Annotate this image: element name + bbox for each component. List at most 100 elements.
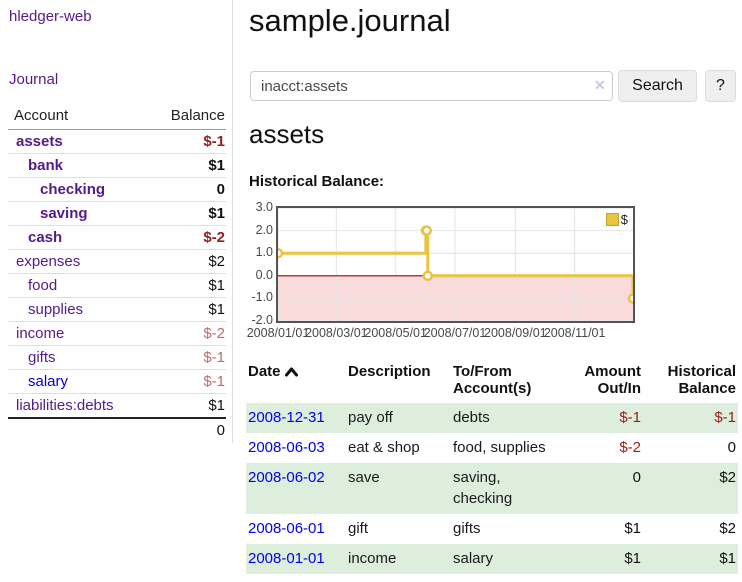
account-balance: $1 bbox=[145, 201, 226, 226]
x-axis-tick-label: 2008/03/01 bbox=[305, 326, 368, 340]
transaction-date-link[interactable]: 2008-12-31 bbox=[248, 409, 325, 426]
account-row: income $-2 bbox=[8, 321, 226, 346]
transaction-accounts: saving, checking bbox=[451, 462, 576, 514]
transaction-historical-balance: $1 bbox=[643, 543, 738, 574]
search-input[interactable] bbox=[250, 71, 613, 101]
account-link[interactable]: cash bbox=[28, 229, 63, 246]
account-balance: $-1 bbox=[145, 345, 226, 370]
account-link[interactable]: supplies bbox=[28, 301, 84, 318]
account-link[interactable]: assets bbox=[16, 133, 63, 150]
transaction-description: eat & shop bbox=[348, 438, 420, 456]
transaction-description: income bbox=[346, 543, 451, 574]
y-axis-tick-label: 3.0 bbox=[255, 200, 273, 214]
account-heading: assets bbox=[249, 119, 325, 149]
account-balance: $-1 bbox=[145, 369, 226, 394]
transaction-historical-balance: $2 bbox=[719, 520, 736, 537]
accounts-column-header-xactions: To/From Account(s) bbox=[453, 363, 532, 397]
accounts-total-row: 0 bbox=[8, 417, 226, 442]
chevron-up-icon bbox=[284, 364, 298, 381]
transaction-date-link[interactable]: 2008-06-03 bbox=[248, 438, 325, 456]
transaction-accounts: food, supplies bbox=[453, 438, 546, 456]
clear-search-icon[interactable]: ✕ bbox=[594, 77, 606, 93]
account-row: supplies $1 bbox=[8, 297, 226, 322]
transaction-row: 2008-01-01 income salary $1 $1 bbox=[246, 543, 738, 574]
account-link[interactable]: food bbox=[28, 277, 58, 294]
accounts-balance-table: Account Balance assets $-1 bank $1 checking 0… bbox=[8, 104, 226, 442]
transaction-amount: 0 bbox=[576, 462, 643, 514]
y-axis-tick-label: -1.0 bbox=[251, 290, 273, 305]
legend-swatch-icon bbox=[605, 213, 619, 226]
account-row: food $1 bbox=[8, 273, 226, 298]
account-row: saving $1 bbox=[8, 201, 226, 226]
transaction-row: 2008-06-02 save saving, checking 0 $2 bbox=[246, 462, 738, 514]
x-axis-tick-label: 2008/01/01 bbox=[246, 326, 310, 340]
transaction-accounts: gifts bbox=[453, 520, 481, 537]
transaction-description: gift bbox=[348, 520, 369, 537]
transaction-row: 2008-06-03 eat & shop food, supplies $-2 0 bbox=[246, 433, 738, 463]
accounts-table-body: assets $-1 bank $1 checking 0 saving $1 cash $-2 e… bbox=[8, 129, 226, 442]
transaction-date-link[interactable]: 2008-01-01 bbox=[248, 549, 325, 567]
historical-balance-column-header: Historical Balance bbox=[667, 363, 736, 397]
x-axis-tick-label: 2008/09/01 bbox=[484, 326, 547, 340]
sidebar-item-journal[interactable]: Journal bbox=[9, 71, 59, 88]
account-balance: $1 bbox=[145, 393, 226, 419]
account-link[interactable]: bank bbox=[28, 157, 64, 174]
balance-chart-plot: $ bbox=[276, 206, 635, 323]
transaction-amount: $1 bbox=[576, 543, 643, 574]
account-balance: $-2 bbox=[145, 225, 226, 250]
y-axis-tick-label: -2.0 bbox=[251, 313, 273, 327]
transaction-description: pay off bbox=[346, 403, 451, 433]
historical-balance-chart: $ 3.0 2.0 1.0 0.0 -1.0 -2.0 2008/01/01 2008/03/… bbox=[243, 200, 663, 350]
account-balance: $1 bbox=[145, 153, 226, 178]
transactions-table: Date Description To/From Account(s) Amou… bbox=[246, 361, 738, 574]
accounts-total-value: 0 bbox=[145, 417, 226, 442]
account-row: expenses $2 bbox=[8, 249, 226, 274]
transaction-row: 2008-12-31 pay off debts $-1 $-1 bbox=[246, 403, 738, 433]
account-balance: $1 bbox=[145, 297, 226, 322]
description-column-header: Description bbox=[348, 363, 431, 380]
account-link[interactable]: saving bbox=[40, 205, 88, 222]
account-row: gifts $-1 bbox=[8, 345, 226, 370]
balance-chart-svg bbox=[278, 208, 633, 321]
transactions-table-body: 2008-12-31 pay off debts $-1 $-1 2008-06-03 ea… bbox=[246, 403, 738, 574]
app-title-link[interactable]: hledger-web bbox=[9, 8, 92, 25]
account-link[interactable]: income bbox=[16, 325, 65, 342]
sidebar: hledger-web Journal Account Balance asse… bbox=[0, 0, 233, 443]
search-button[interactable]: Search bbox=[618, 70, 697, 102]
account-row: salary $-1 bbox=[8, 369, 226, 394]
x-axis-tick-label: 2008/05/01 bbox=[364, 326, 427, 340]
account-balance: $1 bbox=[145, 273, 226, 298]
account-link[interactable]: checking bbox=[40, 181, 106, 198]
account-row: checking 0 bbox=[8, 177, 226, 202]
legend-label: $ bbox=[620, 212, 628, 227]
account-link[interactable]: expenses bbox=[16, 253, 81, 270]
x-axis-tick-label: 2008/07/01 bbox=[423, 326, 487, 340]
account-balance: 0 bbox=[145, 177, 226, 202]
chart-title: Historical Balance: bbox=[249, 173, 385, 190]
transaction-date-link[interactable]: 2008-06-02 bbox=[248, 468, 325, 486]
x-axis-tick-label: 2008/11/01 bbox=[543, 326, 606, 340]
chart-legend: $ bbox=[605, 212, 628, 227]
transaction-accounts: salary bbox=[451, 543, 576, 574]
account-balance: $-2 bbox=[145, 321, 226, 346]
account-link[interactable]: salary bbox=[28, 373, 69, 390]
y-axis-tick-label: 0.0 bbox=[255, 267, 273, 282]
account-balance: $2 bbox=[145, 249, 226, 274]
account-row: liabilities:debts $1 bbox=[8, 393, 226, 419]
transaction-historical-balance: 0 bbox=[727, 438, 736, 456]
transaction-historical-balance: $2 bbox=[643, 462, 738, 514]
account-link[interactable]: liabilities:debts bbox=[16, 397, 114, 414]
date-column-header[interactable]: Date bbox=[246, 361, 346, 403]
transaction-accounts: debts bbox=[451, 403, 576, 433]
transaction-date-link[interactable]: 2008-06-01 bbox=[248, 520, 325, 537]
transaction-historical-balance: $-1 bbox=[643, 403, 738, 433]
amount-column-header: Amount Out/In bbox=[584, 363, 641, 397]
transaction-amount: $1 bbox=[624, 520, 641, 537]
y-axis-tick-label: 2.0 bbox=[255, 222, 273, 237]
account-link[interactable]: gifts bbox=[28, 349, 56, 366]
account-row: cash $-2 bbox=[8, 225, 226, 250]
help-button[interactable]: ? bbox=[705, 70, 736, 102]
page-title: sample.journal bbox=[249, 3, 451, 38]
account-row: assets $-1 bbox=[8, 129, 226, 154]
accounts-column-header: Account bbox=[8, 104, 146, 130]
